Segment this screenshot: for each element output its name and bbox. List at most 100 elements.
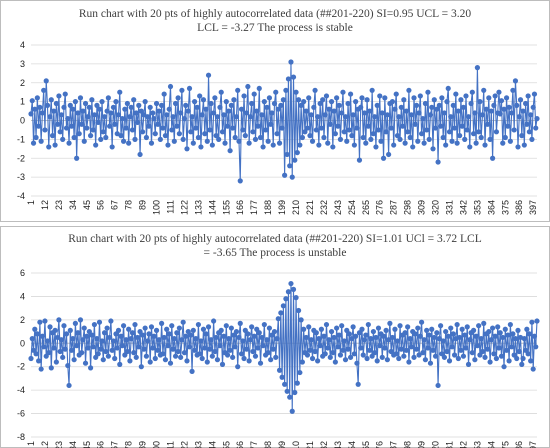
data-point bbox=[327, 354, 333, 360]
data-point bbox=[420, 116, 426, 122]
data-point bbox=[98, 136, 104, 142]
data-point bbox=[279, 125, 285, 131]
data-point bbox=[47, 324, 53, 330]
data-point bbox=[336, 332, 342, 338]
x-tick-label: 100 bbox=[152, 200, 162, 215]
data-point bbox=[334, 95, 340, 101]
data-point bbox=[361, 337, 368, 343]
data-point bbox=[60, 354, 66, 360]
data-point bbox=[337, 136, 344, 142]
data-point bbox=[474, 65, 480, 71]
data-point bbox=[444, 348, 450, 355]
data-point bbox=[105, 95, 111, 101]
data-point bbox=[301, 326, 307, 332]
data-point bbox=[465, 361, 472, 367]
data-point bbox=[174, 123, 180, 129]
data-point bbox=[231, 97, 237, 103]
y-tick-label: 6 bbox=[20, 268, 25, 278]
data-point bbox=[364, 97, 370, 103]
data-point bbox=[455, 355, 461, 362]
data-point bbox=[517, 97, 524, 103]
data-point bbox=[85, 114, 91, 120]
data-point bbox=[71, 134, 77, 141]
data-point bbox=[180, 319, 186, 325]
data-point bbox=[103, 348, 109, 355]
y-tick-label: -6 bbox=[17, 409, 25, 419]
data-point bbox=[238, 351, 245, 357]
data-point bbox=[118, 333, 124, 339]
data-point bbox=[261, 99, 267, 105]
data-point bbox=[184, 358, 190, 364]
data-point bbox=[233, 328, 240, 335]
data-point bbox=[487, 359, 493, 365]
data-point bbox=[317, 100, 323, 107]
series-line bbox=[30, 283, 538, 412]
data-point bbox=[36, 358, 42, 364]
data-point bbox=[34, 331, 40, 337]
data-point bbox=[181, 116, 188, 122]
data-point bbox=[304, 125, 311, 131]
data-point bbox=[101, 330, 108, 336]
data-point bbox=[276, 367, 283, 373]
data-point bbox=[44, 102, 51, 108]
data-point bbox=[435, 159, 441, 165]
x-tick-label: 56 bbox=[96, 441, 106, 448]
data-point bbox=[406, 359, 412, 365]
data-point bbox=[460, 104, 467, 110]
data-point bbox=[152, 131, 158, 137]
data-point bbox=[65, 116, 71, 122]
data-point bbox=[42, 318, 48, 324]
data-point bbox=[514, 102, 520, 108]
data-point bbox=[506, 104, 512, 110]
data-point bbox=[467, 337, 473, 343]
data-point bbox=[374, 358, 380, 364]
x-tick-label: 188 bbox=[263, 441, 273, 448]
x-tick-label: 34 bbox=[68, 200, 78, 210]
data-point bbox=[29, 98, 35, 104]
data-point bbox=[462, 136, 468, 142]
data-point bbox=[454, 321, 460, 328]
data-point bbox=[151, 116, 157, 122]
data-point bbox=[202, 131, 208, 137]
data-point bbox=[470, 131, 477, 137]
data-point bbox=[351, 142, 357, 148]
data-point bbox=[434, 106, 440, 112]
data-point bbox=[389, 99, 396, 105]
data-point bbox=[68, 123, 75, 129]
data-point bbox=[203, 106, 209, 112]
data-point bbox=[38, 366, 44, 372]
data-point bbox=[312, 348, 318, 355]
data-point bbox=[533, 125, 539, 131]
data-point bbox=[127, 114, 133, 120]
data-point bbox=[449, 344, 455, 350]
data-point bbox=[207, 127, 213, 133]
data-point bbox=[77, 95, 84, 101]
data-point bbox=[464, 127, 470, 133]
data-point bbox=[446, 358, 453, 364]
data-point bbox=[444, 99, 450, 105]
x-tick-label: 155 bbox=[221, 441, 231, 448]
data-point bbox=[498, 98, 505, 104]
data-point bbox=[211, 110, 217, 116]
data-point bbox=[127, 358, 133, 364]
x-tick-label: 78 bbox=[124, 441, 134, 448]
data-point bbox=[273, 354, 279, 360]
data-point bbox=[249, 100, 255, 107]
data-point bbox=[325, 345, 331, 351]
data-point bbox=[311, 104, 317, 110]
x-tick-label: 320 bbox=[431, 200, 441, 215]
data-point bbox=[134, 334, 141, 341]
data-point bbox=[218, 327, 224, 333]
data-point bbox=[119, 343, 125, 349]
data-point bbox=[146, 331, 152, 337]
data-point bbox=[99, 99, 105, 105]
chart-title-line-1: Run chart with 20 pts of highly autocorr… bbox=[78, 8, 472, 20]
x-tick-label: 34 bbox=[68, 441, 78, 448]
data-point bbox=[402, 330, 408, 336]
data-point bbox=[438, 323, 444, 329]
data-point bbox=[451, 352, 458, 358]
data-point bbox=[483, 106, 489, 112]
data-point bbox=[446, 129, 453, 135]
data-point bbox=[245, 331, 251, 337]
data-point bbox=[498, 353, 505, 359]
